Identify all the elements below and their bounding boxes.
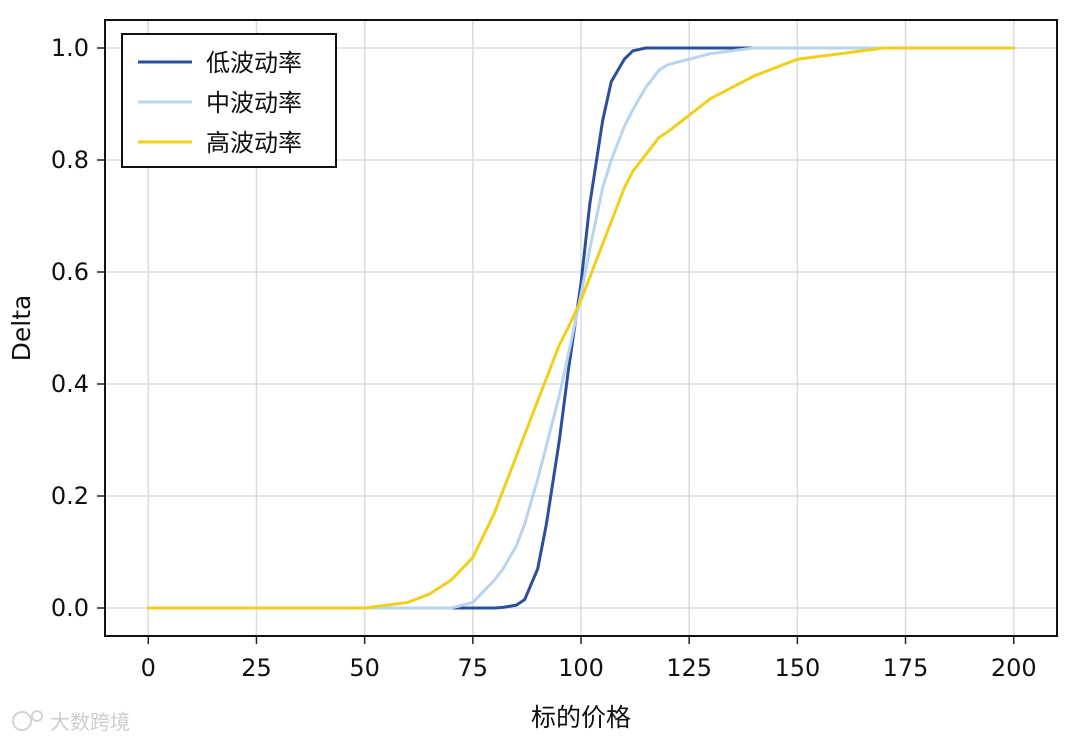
y-tick-label: 0.4 [51,370,89,398]
x-tick-label: 0 [141,654,156,682]
x-tick-label: 150 [774,654,820,682]
axis-ticks: 0 25 50 75 100 125 150 175 200 0.0 0.2 0.4 0.6 0.8 1.0 [51,34,1037,682]
x-tick-label: 25 [241,654,272,682]
x-tick-label: 175 [883,654,929,682]
series-line-1 [146,46,1016,610]
x-tick-label: 75 [458,654,489,682]
watermark-logo-dot-icon [31,710,43,722]
x-tick-label: 125 [666,654,712,682]
y-tick-label: 0.6 [51,258,89,286]
y-axis-label: Delta [7,295,36,362]
series-line-2 [146,46,1016,610]
series-lines [146,46,1016,610]
watermark-logo-icon [12,711,32,731]
legend-label: 中波动率 [206,89,302,117]
legend-label: 低波动率 [206,49,302,77]
x-tick-label: 50 [349,654,380,682]
x-tick-label: 100 [558,654,604,682]
watermark: 大数跨境 [12,710,130,734]
legend-label: 高波动率 [206,129,302,157]
x-axis-label: 标的价格 [531,703,631,732]
y-tick-label: 0.0 [51,594,89,622]
y-tick-label: 0.2 [51,482,89,510]
x-tick-label: 200 [991,654,1037,682]
y-tick-label: 0.8 [51,146,89,174]
y-tick-label: 1.0 [51,34,89,62]
watermark-text: 大数跨境 [50,710,130,734]
